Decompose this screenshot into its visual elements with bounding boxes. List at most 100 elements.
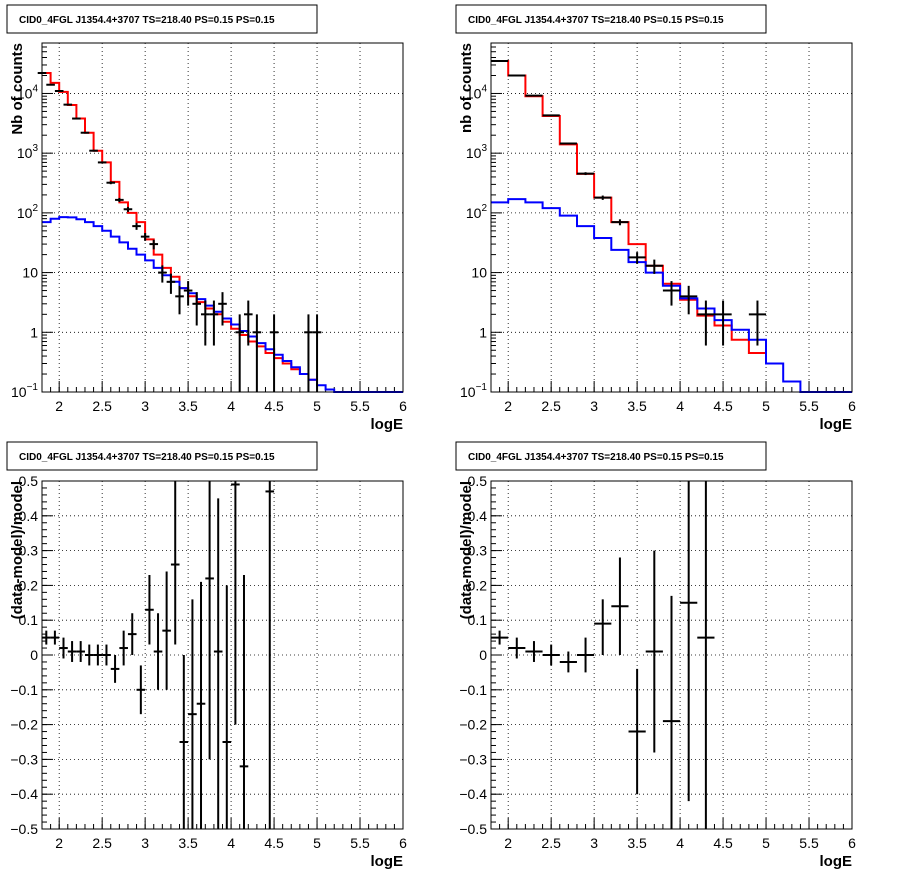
residuals-panel-left: 2 2.5 3 3.5 4 4.5 5 5.5 6 logE −0.5 −0.4 −0.3 −0.2 −0.… xyxy=(0,437,449,875)
plot-frame xyxy=(490,480,853,830)
counts-plot-left: 2 2.5 3 3.5 4 4.5 5 5.5 6logE10−1110102103104Nb … xyxy=(6,4,407,433)
chart-title: CID0_4FGL J1354.4+3707 TS=218.40 PS=0.15… xyxy=(468,452,724,463)
data-points xyxy=(491,481,715,829)
y-tick-label: 10−1 xyxy=(11,382,38,400)
x-tick-label: 4.5 xyxy=(713,398,733,414)
data-points xyxy=(491,59,767,346)
chart-title: CID0_4FGL J1354.4+3707 TS=218.40 PS=0.15… xyxy=(19,15,275,26)
y-tick-label: −0.2 xyxy=(10,717,38,733)
x-tick-label: 2.5 xyxy=(92,835,112,851)
y-tick-label: −0.1 xyxy=(459,682,487,698)
y-tick-exponent: 2 xyxy=(32,203,38,214)
y-tick-label: −0.5 xyxy=(10,821,38,837)
series-line-red xyxy=(491,60,766,354)
x-tick-label: 2.5 xyxy=(541,398,561,414)
y-tick-label: 104 xyxy=(17,83,39,101)
data-points xyxy=(42,481,275,829)
x-tick-label: 6 xyxy=(848,835,856,851)
counts-panel-left: 2 2.5 3 3.5 4 4.5 5 5.5 6 logE 10−1 1 10 102 103 104 Nb … xyxy=(0,0,449,437)
plot-area xyxy=(491,43,852,392)
y-tick-base: 10 xyxy=(17,85,33,101)
x-tick-label: 4 xyxy=(676,835,684,851)
x-tick-label: 4.5 xyxy=(264,835,284,851)
y-tick-label: 103 xyxy=(466,143,488,161)
x-tick-label: 5.5 xyxy=(350,398,370,414)
x-tick-label: 3 xyxy=(590,835,598,851)
y-axis-label: (data-model)/model xyxy=(9,481,26,619)
x-tick-label: 3 xyxy=(590,398,598,414)
y-tick-label: 0.1 xyxy=(19,612,39,628)
y-tick-label: −0.4 xyxy=(10,786,38,802)
y-axis-label: (data-model)/model xyxy=(458,481,475,619)
x-tick-label: 5.5 xyxy=(799,398,819,414)
x-axis-label: logE xyxy=(820,853,853,870)
x-tick-label: 5 xyxy=(762,835,770,851)
y-tick-label: 10 xyxy=(471,265,487,281)
title-box xyxy=(455,441,767,471)
y-tick-exponent: 2 xyxy=(481,203,487,214)
x-tick-label: 3.5 xyxy=(178,398,198,414)
x-tick-label: 5 xyxy=(313,398,321,414)
y-axis-label: Nb of counts xyxy=(9,43,26,135)
x-tick-label: 2.5 xyxy=(541,835,561,851)
x-tick-label: 4.5 xyxy=(264,398,284,414)
chart-title: CID0_4FGL J1354.4+3707 TS=218.40 PS=0.15… xyxy=(468,15,724,26)
y-tick-label: 0 xyxy=(479,647,487,663)
y-tick-label: 0.1 xyxy=(468,612,488,628)
x-tick-label: 3 xyxy=(141,398,149,414)
y-tick-label: 102 xyxy=(466,203,488,221)
y-tick-base: 10 xyxy=(466,205,482,221)
y-tick-label: 0 xyxy=(30,647,38,663)
y-tick-label: 1 xyxy=(30,324,38,340)
y-tick-exponent: 4 xyxy=(32,83,38,94)
x-tick-label: 3.5 xyxy=(627,398,647,414)
y-tick-label: 0.5 xyxy=(19,473,39,489)
y-tick-label: 103 xyxy=(17,143,39,161)
x-tick-label: 2 xyxy=(55,398,63,414)
chart-title: CID0_4FGL J1354.4+3707 TS=218.40 PS=0.15… xyxy=(19,452,275,463)
y-tick-label: 0.3 xyxy=(468,543,488,559)
y-tick-exponent: −1 xyxy=(27,382,39,393)
x-tick-label: 4 xyxy=(227,398,235,414)
y-tick-exponent: −1 xyxy=(476,382,488,393)
y-tick-label: −0.4 xyxy=(459,786,487,802)
x-tick-label: 2 xyxy=(55,835,63,851)
x-axis-label: logE xyxy=(371,416,404,433)
x-tick-label: 6 xyxy=(399,398,407,414)
counts-plot-right: 2 2.5 3 3.5 4 4.5 5 5.5 6logE10−1110102103104nb … xyxy=(455,4,856,433)
title-box xyxy=(455,4,767,34)
plot-frame xyxy=(41,42,404,393)
x-tick-label: 5.5 xyxy=(350,835,370,851)
x-tick-label: 4.5 xyxy=(713,835,733,851)
y-tick-label: −0.5 xyxy=(459,821,487,837)
x-axis: 2 2.5 3 3.5 4 4.5 5 5.5 6 logE xyxy=(490,481,856,870)
x-axis-label: logE xyxy=(820,416,853,433)
x-tick-label: 3.5 xyxy=(627,835,647,851)
x-tick-label: 6 xyxy=(399,835,407,851)
y-tick-label: −0.1 xyxy=(10,682,38,698)
y-tick-base: 10 xyxy=(17,145,33,161)
y-tick-label: 0.2 xyxy=(19,577,39,593)
y-tick-exponent: 4 xyxy=(481,83,487,94)
plot-frame xyxy=(490,42,853,393)
x-axis: 2 2.5 3 3.5 4 4.5 5 5.5 6 logE xyxy=(490,43,856,433)
x-tick-label: 4 xyxy=(227,835,235,851)
title-box xyxy=(6,441,318,471)
residuals-plot-right: 2 2.5 3 3.5 4 4.5 5 5.5 6logE−0.5−0.4−0.3−0.2−0.… xyxy=(455,441,856,870)
y-tick-base: 10 xyxy=(11,384,27,400)
y-tick-label: −0.2 xyxy=(459,717,487,733)
x-tick-label: 3 xyxy=(141,835,149,851)
y-axis: −0.5 −0.4 −0.3 −0.2 −0.1 0 0.1 0.2 0.3 0.4 0.5(dat… xyxy=(458,473,852,837)
y-tick-label: 0.5 xyxy=(468,473,488,489)
data-points xyxy=(37,72,322,392)
y-tick-label: 1 xyxy=(479,324,487,340)
residuals-plot-left: 2 2.5 3 3.5 4 4.5 5 5.5 6logE−0.5−0.4−0.3−0.2−0.… xyxy=(6,441,407,870)
counts-panel-right: 2 2.5 3 3.5 4 4.5 5 5.5 6 logE 10−1 1 10 102 103 104 nb … xyxy=(449,0,898,437)
y-tick-label: 10 xyxy=(22,265,38,281)
y-tick-label: 10−1 xyxy=(460,382,487,400)
x-axis-label: logE xyxy=(371,853,404,870)
y-axis: −0.5 −0.4 −0.3 −0.2 −0.1 0 0.1 0.2 0.3 0.4 0.5(dat… xyxy=(9,473,403,837)
